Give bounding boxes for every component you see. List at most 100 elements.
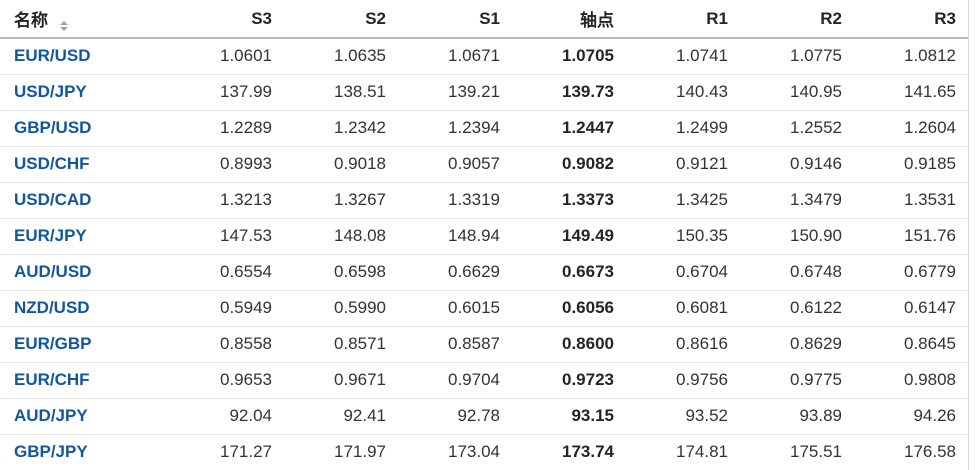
cell-r3: 0.9185 [854, 146, 968, 183]
column-header-pivot[interactable]: 轴点 [512, 0, 626, 39]
pair-link[interactable]: EUR/JPY [14, 226, 87, 245]
column-header-r3[interactable]: R3 [854, 0, 968, 39]
table-row: EUR/USD 1.0601 1.0635 1.0671 1.0705 1.0741 1.0… [0, 38, 968, 75]
cell-r3: 0.6779 [854, 254, 968, 291]
pair-cell: USD/CAD [0, 182, 170, 219]
table-row: EUR/JPY 147.53 148.08 148.94 149.49 150.35 150… [0, 218, 968, 255]
pair-cell: EUR/CHF [0, 362, 170, 399]
cell-pivot: 93.15 [512, 398, 626, 435]
cell-s2: 171.97 [284, 434, 398, 470]
cell-pivot: 1.0705 [512, 38, 626, 75]
column-label-s1: S1 [479, 8, 500, 28]
pivot-table-body: EUR/USD 1.0601 1.0635 1.0671 1.0705 1.0741 1.0… [0, 38, 968, 470]
cell-s2: 0.5990 [284, 290, 398, 327]
cell-r3: 0.9808 [854, 362, 968, 399]
pair-cell: AUD/USD [0, 254, 170, 291]
pair-link[interactable]: GBP/USD [14, 118, 92, 137]
cell-s1: 1.3319 [398, 182, 512, 219]
pair-cell: NZD/USD [0, 290, 170, 327]
pair-link[interactable]: USD/JPY [14, 82, 87, 101]
cell-s1: 1.0671 [398, 38, 512, 75]
cell-r2: 140.95 [740, 74, 854, 111]
cell-r2: 0.8629 [740, 326, 854, 363]
pair-link[interactable]: USD/CHF [14, 154, 90, 173]
sort-icon[interactable] [59, 21, 68, 31]
cell-r2: 1.0775 [740, 38, 854, 75]
cell-r1: 140.43 [626, 74, 740, 111]
cell-r1: 1.3425 [626, 182, 740, 219]
cell-r2: 1.3479 [740, 182, 854, 219]
column-header-r2[interactable]: R2 [740, 0, 854, 39]
cell-pivot: 149.49 [512, 218, 626, 255]
column-header-s1[interactable]: S1 [398, 0, 512, 39]
cell-r2: 175.51 [740, 434, 854, 470]
pair-link[interactable]: AUD/JPY [14, 406, 88, 425]
cell-s1: 0.9057 [398, 146, 512, 183]
cell-r1: 0.9121 [626, 146, 740, 183]
pair-link[interactable]: EUR/CHF [14, 370, 90, 389]
pair-cell: EUR/GBP [0, 326, 170, 363]
cell-r3: 151.76 [854, 218, 968, 255]
cell-s3: 0.8993 [170, 146, 284, 183]
cell-s1: 148.94 [398, 218, 512, 255]
pair-link[interactable]: GBP/JPY [14, 442, 88, 461]
cell-s1: 92.78 [398, 398, 512, 435]
pair-link[interactable]: EUR/GBP [14, 334, 92, 353]
table-row: EUR/CHF 0.9653 0.9671 0.9704 0.9723 0.9756 0.9… [0, 362, 968, 399]
cell-r1: 0.6704 [626, 254, 740, 291]
cell-pivot: 173.74 [512, 434, 626, 470]
cell-s2: 92.41 [284, 398, 398, 435]
table-row: GBP/USD 1.2289 1.2342 1.2394 1.2447 1.2499 1.2… [0, 110, 968, 147]
cell-s3: 0.9653 [170, 362, 284, 399]
column-label-pivot: 轴点 [580, 11, 614, 30]
pair-link[interactable]: NZD/USD [14, 298, 90, 317]
column-header-r1[interactable]: R1 [626, 0, 740, 39]
table-row: AUD/USD 0.6554 0.6598 0.6629 0.6673 0.6704 0.6… [0, 254, 968, 291]
cell-s2: 1.2342 [284, 110, 398, 147]
cell-s1: 0.6629 [398, 254, 512, 291]
pair-link[interactable]: USD/CAD [14, 190, 92, 209]
cell-s2: 148.08 [284, 218, 398, 255]
cell-s2: 0.9018 [284, 146, 398, 183]
cell-r1: 1.2499 [626, 110, 740, 147]
table-row: USD/JPY 137.99 138.51 139.21 139.73 140.43 140… [0, 74, 968, 111]
cell-r3: 141.65 [854, 74, 968, 111]
cell-r1: 0.9756 [626, 362, 740, 399]
cell-s3: 1.0601 [170, 38, 284, 75]
cell-r2: 0.6122 [740, 290, 854, 327]
column-label-r2: R2 [820, 8, 842, 28]
cell-r1: 0.8616 [626, 326, 740, 363]
table-row: USD/CAD 1.3213 1.3267 1.3319 1.3373 1.3425 1.3… [0, 182, 968, 219]
pair-cell: EUR/JPY [0, 218, 170, 255]
cell-s3: 0.6554 [170, 254, 284, 291]
column-header-name[interactable]: 名称 [0, 0, 170, 39]
cell-r2: 150.90 [740, 218, 854, 255]
cell-s3: 0.5949 [170, 290, 284, 327]
column-header-s2[interactable]: S2 [284, 0, 398, 39]
cell-s3: 1.2289 [170, 110, 284, 147]
sort-desc-arrow-icon [59, 27, 68, 31]
pair-cell: USD/CHF [0, 146, 170, 183]
cell-s3: 147.53 [170, 218, 284, 255]
cell-s2: 1.0635 [284, 38, 398, 75]
column-label-r3: R3 [934, 8, 956, 28]
cell-pivot: 0.9723 [512, 362, 626, 399]
cell-pivot: 1.2447 [512, 110, 626, 147]
cell-s1: 173.04 [398, 434, 512, 470]
cell-r3: 1.3531 [854, 182, 968, 219]
cell-s3: 92.04 [170, 398, 284, 435]
cell-r1: 150.35 [626, 218, 740, 255]
table-row: EUR/GBP 0.8558 0.8571 0.8587 0.8600 0.8616 0.8… [0, 326, 968, 363]
cell-r2: 93.89 [740, 398, 854, 435]
cell-s2: 138.51 [284, 74, 398, 111]
cell-r3: 1.0812 [854, 38, 968, 75]
pair-link[interactable]: EUR/USD [14, 46, 91, 66]
pair-link[interactable]: AUD/USD [14, 262, 92, 281]
pivot-table-header: 名称 S3 S2 S1 轴点 [0, 0, 968, 39]
column-header-s3[interactable]: S3 [170, 0, 284, 39]
cell-s1: 0.8587 [398, 326, 512, 363]
cell-s2: 1.3267 [284, 182, 398, 219]
cell-pivot: 0.8600 [512, 326, 626, 363]
table-row: USD/CHF 0.8993 0.9018 0.9057 0.9082 0.9121 0.9… [0, 146, 968, 183]
